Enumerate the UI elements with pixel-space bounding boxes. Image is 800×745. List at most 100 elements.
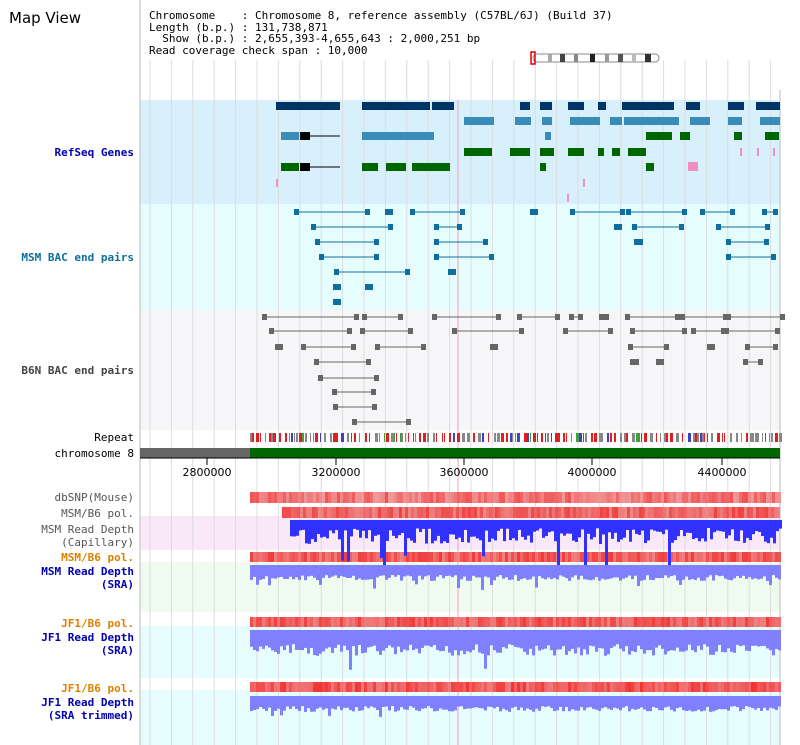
heat-strip-cell <box>589 682 592 692</box>
depth-bar <box>754 696 757 710</box>
depth-bar <box>415 630 418 649</box>
heat-strip-cell <box>691 492 694 503</box>
bac-end-marker <box>398 314 403 320</box>
depth-bar <box>659 520 662 532</box>
bac-end-marker <box>460 209 465 215</box>
depth-bar <box>274 630 277 652</box>
heat-strip-cell <box>484 682 487 692</box>
track-label-msm-depth-sra[interactable]: MSM Read Depth (SRA) <box>41 565 134 591</box>
heat-strip-cell <box>385 492 388 503</box>
track-label-jf1-trim[interactable]: JF1 Read Depth (SRA trimmed) <box>41 696 134 722</box>
track-label-msm-b6-pol[interactable]: MSM/B6 pol. <box>61 507 134 520</box>
heat-strip-cell <box>328 492 331 503</box>
depth-bar <box>754 630 757 646</box>
heat-strip-cell <box>321 507 324 518</box>
gene-small-marker <box>757 148 759 156</box>
repeat-element <box>510 433 512 442</box>
heat-strip-cell <box>520 617 523 627</box>
heat-strip-cell <box>738 507 741 518</box>
track-label-jf1-pol[interactable]: JF1/B6 pol. <box>61 617 134 630</box>
depth-bar <box>533 520 536 532</box>
heat-strip-cell <box>592 682 595 692</box>
gene-exon-block <box>300 163 310 171</box>
heat-strip-cell <box>417 507 420 518</box>
heat-strip-cell <box>651 507 654 518</box>
heat-strip-cell <box>499 682 502 692</box>
heat-strip-cell <box>753 507 756 518</box>
heat-strip-cell <box>289 492 292 503</box>
repeat-element <box>624 433 626 442</box>
track-label-chromosome[interactable]: chromosome 8 <box>54 447 134 460</box>
depth-bar <box>338 520 341 540</box>
heat-strip-cell <box>331 552 334 562</box>
heat-strip-cell <box>580 552 583 562</box>
depth-bar <box>763 696 766 708</box>
heat-strip-cell <box>561 507 564 518</box>
heat-strip-cell <box>324 507 327 518</box>
track-label-b6n-bac[interactable]: B6N BAC end pairs <box>21 364 134 377</box>
heat-strip-cell <box>702 507 705 518</box>
depth-bar <box>610 696 613 710</box>
depth-bar <box>548 520 551 533</box>
depth-bar <box>593 520 596 538</box>
depth-bar <box>764 520 767 542</box>
heat-strip-cell <box>514 682 517 692</box>
heat-strip-cell <box>478 492 481 503</box>
heat-strip-cell <box>484 617 487 627</box>
gene-exon-block <box>510 148 530 156</box>
heat-strip-cell <box>334 617 337 627</box>
heat-strip-cell <box>733 492 736 503</box>
depth-bar <box>433 565 436 581</box>
depth-bar <box>607 565 610 580</box>
depth-bar <box>298 630 301 650</box>
depth-bar <box>259 696 262 707</box>
heat-strip-cell <box>418 617 421 627</box>
track-label-jf1-pol-2[interactable]: JF1/B6 pol. <box>61 682 134 695</box>
heat-strip-cell <box>640 552 643 562</box>
heat-strip-cell <box>400 617 403 627</box>
track-label-refseq[interactable]: RefSeq Genes <box>54 146 134 159</box>
track-label-msm-depth-cap[interactable]: MSM Read Depth (Capillary) <box>41 523 134 549</box>
depth-bar <box>328 565 331 578</box>
heat-strip-cell <box>406 617 409 627</box>
depth-bar <box>391 696 394 707</box>
repeat-element <box>442 433 443 442</box>
depth-bar <box>499 630 502 653</box>
depth-bar <box>421 565 424 580</box>
depth-bar <box>694 696 697 712</box>
bac-end-marker <box>723 314 728 320</box>
track-label-repeat[interactable]: Repeat <box>94 431 134 444</box>
depth-bar <box>283 696 286 711</box>
depth-bar <box>761 520 764 537</box>
heat-strip-cell <box>330 507 333 518</box>
depth-bar <box>772 565 775 576</box>
heat-strip-cell <box>526 492 529 503</box>
jf1-depth-line2: (SRA) <box>100 644 134 657</box>
track-label-msm-bac[interactable]: MSM BAC end pairs <box>21 251 134 264</box>
depth-bar <box>440 520 443 544</box>
heat-strip-cell <box>682 682 685 692</box>
heat-strip-cell <box>481 682 484 692</box>
depth-bar <box>385 565 388 580</box>
heat-strip-cell <box>340 492 343 503</box>
heat-strip-cell <box>418 552 421 562</box>
heat-strip-cell <box>711 507 714 518</box>
track-label-msm-b6-pol-2[interactable]: MSM/B6 pol. <box>61 551 134 564</box>
depth-bar <box>329 520 332 531</box>
heat-strip-cell <box>661 492 664 503</box>
heat-strip-cell <box>597 507 600 518</box>
heat-strip-cell <box>481 552 484 562</box>
depth-bar <box>737 520 740 542</box>
depth-bar <box>649 696 652 712</box>
track-label-jf1-depth[interactable]: JF1 Read Depth (SRA) <box>41 631 134 657</box>
repeat-element <box>664 433 666 442</box>
bac-end-marker <box>726 239 731 245</box>
gene-exon-block <box>386 163 406 171</box>
repeat-element <box>724 433 725 442</box>
heat-strip-cell <box>423 507 426 518</box>
heat-strip-cell <box>595 682 598 692</box>
track-label-dbsnp[interactable]: dbSNP(Mouse) <box>54 491 134 504</box>
heat-strip-cell <box>547 617 550 627</box>
bac-end-marker <box>638 239 643 245</box>
